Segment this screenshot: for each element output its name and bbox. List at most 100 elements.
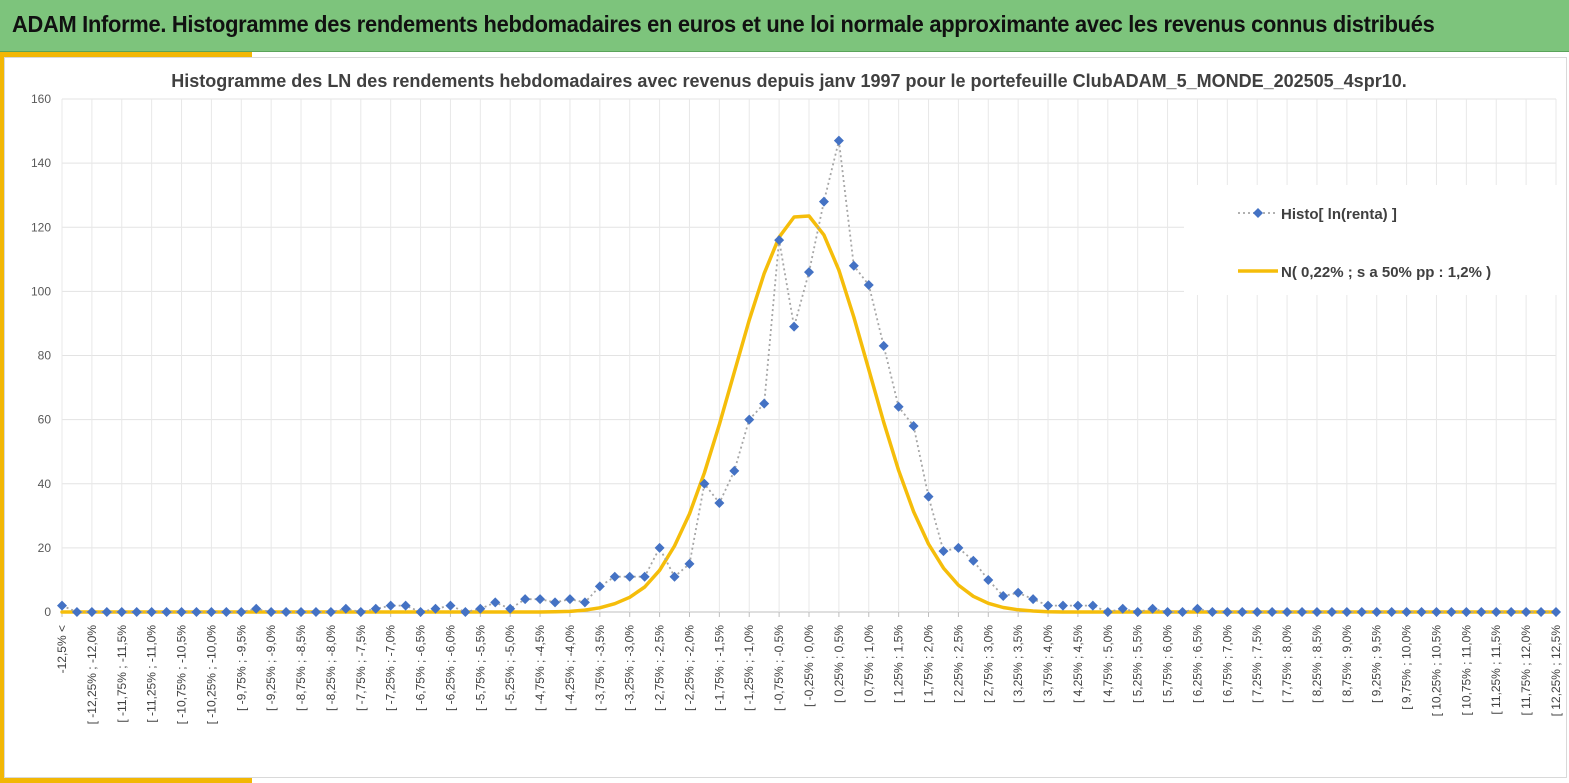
histogram-point [1192, 603, 1203, 614]
histogram-point [1252, 607, 1263, 617]
histogram-point [863, 279, 874, 290]
histogram-point [1491, 607, 1502, 617]
x-tick-label: [ -1,75% ; -1,5% [712, 625, 726, 711]
y-tick-label: 120 [31, 220, 51, 234]
histogram-point [1431, 607, 1442, 617]
histogram-point [101, 607, 112, 617]
x-tick-label: [ 11,75% ; 12,0% [1519, 625, 1533, 716]
x-tick-label: [ 10,25% ; 10,5% [1429, 625, 1443, 717]
histogram-point [1461, 607, 1472, 617]
x-tick-label: [ -4,75% ; -4,5% [533, 625, 547, 711]
histogram-point [1072, 600, 1083, 611]
y-tick-label: 0 [44, 605, 51, 619]
histogram-point [520, 594, 531, 605]
histogram-point [744, 414, 755, 425]
histogram-point [848, 260, 859, 271]
histogram-point [893, 401, 904, 412]
histogram-point [176, 607, 187, 617]
histogram-point [221, 607, 232, 617]
histogram-point [236, 607, 247, 617]
histogram-point [355, 607, 366, 617]
histogram-point [729, 465, 740, 476]
histogram-point [400, 600, 411, 611]
x-tick-label: [ 10,75% ; 11,0% [1459, 625, 1473, 716]
x-tick-label: [ 5,75% ; 6,0% [1161, 625, 1175, 703]
histogram-point [1087, 600, 1098, 611]
x-tick-label: [ -9,25% ; -9,0% [264, 625, 278, 711]
histogram-point [1297, 607, 1308, 617]
x-tick-label: [ 0,25% ; 0,5% [832, 625, 846, 703]
y-tick-label: 80 [38, 349, 52, 363]
histogram-point [206, 607, 217, 617]
legend-histo-marker [1253, 208, 1263, 218]
histogram-point [161, 607, 172, 617]
histogram-point [1536, 607, 1547, 617]
histogram-point [550, 597, 561, 608]
header-banner: ADAM Informe. Histogramme des rendements… [0, 0, 1569, 52]
histogram-point [1267, 607, 1278, 617]
x-tick-label: [ 6,25% ; 6,5% [1190, 625, 1204, 703]
x-tick-label: [ 6,75% ; 7,0% [1220, 625, 1234, 703]
x-tick-label: [ -6,75% ; -6,5% [414, 625, 428, 711]
histogram-point [1341, 607, 1352, 617]
histogram-point [833, 135, 844, 146]
chart-area-border [4, 57, 1567, 778]
accent-bar-left [0, 52, 4, 783]
histogram-point [131, 607, 142, 617]
histogram-point [818, 196, 829, 207]
histogram-point [669, 571, 680, 582]
histogram-point [983, 574, 994, 585]
histogram-point [1132, 607, 1143, 617]
histogram-point [774, 235, 785, 246]
y-tick-label: 140 [31, 156, 51, 170]
x-tick-label: [ -4,25% ; -4,0% [563, 625, 577, 711]
x-tick-label: [ 3,75% ; 4,0% [1041, 625, 1055, 703]
chart-title: Histogramme des LN des rendements hebdom… [171, 71, 1406, 91]
x-tick-label: [ -5,75% ; -5,5% [473, 625, 487, 711]
x-tick-label: [ 7,25% ; 7,5% [1250, 625, 1264, 703]
histogram-point [251, 603, 262, 614]
x-tick-label: [ -7,25% ; -7,0% [384, 625, 398, 711]
histogram-point [1102, 607, 1113, 617]
histogram-point [146, 607, 157, 617]
x-tick-label: [ -12,25% ; -12,0% [85, 625, 99, 725]
histogram-point [624, 571, 635, 582]
histogram-point [953, 542, 964, 553]
histogram-point [57, 600, 67, 611]
histogram-point [1222, 607, 1233, 617]
grid [61, 98, 1557, 617]
histogram-point [1028, 594, 1039, 605]
report-title: ADAM Informe. Histogramme des rendements… [12, 11, 1435, 37]
histogram-point [1476, 607, 1487, 617]
histogram-point [1237, 607, 1248, 617]
x-tick-label: [ -0,25% ; 0,0% [802, 625, 816, 707]
histogram-point [1386, 607, 1397, 617]
histogram-point [310, 607, 321, 617]
histogram-point [415, 607, 426, 617]
x-tick-label: [ 5,25% ; 5,5% [1131, 625, 1145, 703]
histogram-point [594, 581, 605, 592]
series-histo [57, 135, 1561, 617]
histogram-point [759, 398, 770, 409]
x-tick-label: [ 2,25% ; 2,5% [951, 625, 965, 703]
histogram-point [1416, 607, 1427, 617]
legend-normal-label: N( 0,22% ; s a 50% pp : 1,2% ) [1281, 264, 1491, 281]
legend-histo-label: Histo[ ln(renta) ] [1281, 206, 1397, 223]
histogram-point [1117, 603, 1128, 614]
x-tick-label: [ 2,75% ; 3,0% [981, 625, 995, 703]
histogram-point [654, 542, 665, 553]
histogram-point [1013, 587, 1024, 598]
histogram-point [1057, 600, 1068, 611]
x-tick-label: [ -7,75% ; -7,5% [354, 625, 368, 711]
histogram-point [325, 607, 336, 617]
histogram-point [1282, 607, 1293, 617]
x-tick-label: [ -8,75% ; -8,5% [294, 625, 308, 711]
x-tick-label: [ 8,75% ; 9,0% [1340, 625, 1354, 703]
x-tick-label: [ 0,75% ; 1,0% [862, 625, 876, 703]
y-tick-label: 100 [31, 284, 51, 298]
histogram-point [938, 546, 949, 557]
x-tick-label: [ 7,75% ; 8,0% [1280, 625, 1294, 703]
legend-box [1184, 185, 1564, 295]
histogram-point [505, 603, 516, 614]
histogram-point [370, 603, 381, 614]
